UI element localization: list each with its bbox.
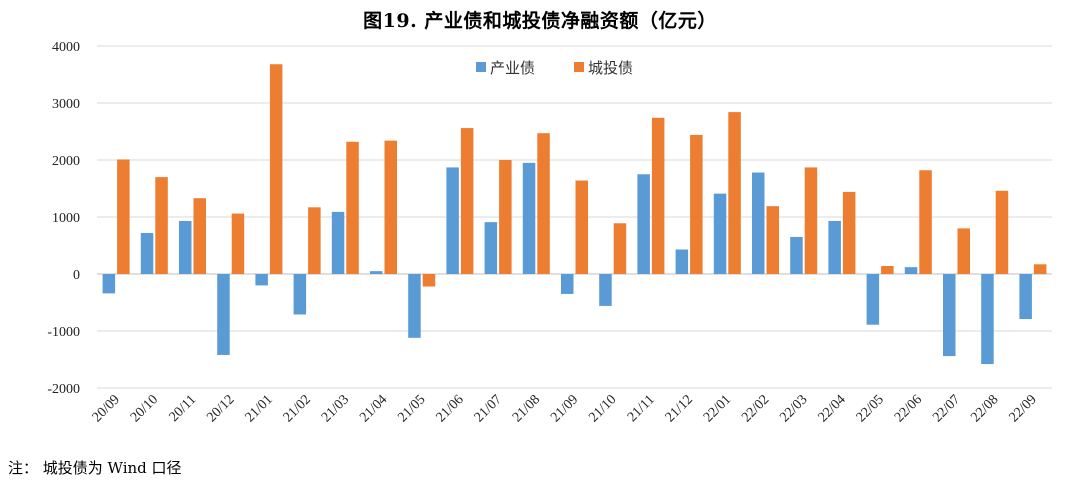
bars bbox=[102, 64, 1047, 365]
footnote: 注： 城投债为 Wind 口径 bbox=[8, 459, 182, 477]
y-tick-label: 2000 bbox=[52, 154, 80, 169]
x-tick-label: 22/09 bbox=[1007, 392, 1040, 425]
bar-chengtou-21-08 bbox=[537, 133, 550, 274]
bar-chengtou-21-03 bbox=[346, 141, 359, 274]
bar-chengtou-21-12 bbox=[690, 134, 703, 274]
x-tick-label: 22/06 bbox=[892, 392, 925, 425]
x-tick-label: 21/01 bbox=[243, 392, 276, 425]
bar-industrial-21-08 bbox=[522, 162, 536, 274]
x-tick-label: 21/05 bbox=[395, 392, 428, 425]
bar-chengtou-21-02 bbox=[308, 207, 321, 274]
bar-chengtou-22-09 bbox=[1033, 264, 1047, 274]
bar-chengtou-22-03 bbox=[804, 167, 818, 274]
bar-chengtou-22-08 bbox=[995, 190, 1009, 274]
bar-industrial-20-12 bbox=[217, 274, 230, 355]
bar-chengtou-21-11 bbox=[651, 117, 665, 274]
x-tick-label: 21/10 bbox=[586, 392, 619, 425]
x-tick-label: 21/09 bbox=[548, 392, 581, 425]
x-tick-label: 21/03 bbox=[319, 392, 352, 425]
bar-chengtou-20-10 bbox=[155, 177, 168, 274]
x-tick-label: 21/02 bbox=[281, 392, 314, 425]
chart-title: 图19. 产业债和城投债净融资额（亿元） bbox=[363, 10, 717, 32]
x-axis-tick-labels: 20/09 20/10 20/11 20/12 21/01 21/02 21/03 21/04… bbox=[90, 392, 1040, 425]
x-tick-label: 22/03 bbox=[777, 392, 810, 425]
x-tick-label: 22/08 bbox=[968, 392, 1001, 425]
x-tick-label: 21/07 bbox=[472, 392, 505, 425]
bar-chengtou-21-06 bbox=[460, 128, 474, 274]
x-tick-label: 21/04 bbox=[357, 392, 390, 425]
bar-chengtou-22-02 bbox=[766, 206, 779, 274]
bar-industrial-21-11 bbox=[637, 174, 650, 274]
y-tick-label: 1000 bbox=[52, 211, 80, 226]
bar-chengtou-21-09 bbox=[575, 180, 588, 274]
legend-label-industrial: 产业债 bbox=[490, 59, 535, 77]
x-tick-label: 21/12 bbox=[663, 392, 696, 425]
bar-chengtou-21-07 bbox=[499, 160, 512, 274]
x-tick-label: 22/01 bbox=[701, 392, 734, 425]
bar-chengtou-21-01 bbox=[269, 64, 283, 275]
bar-chengtou-21-10 bbox=[613, 223, 627, 274]
bar-industrial-21-02 bbox=[293, 274, 307, 315]
bar-industrial-21-10 bbox=[599, 274, 612, 306]
bar-industrial-22-03 bbox=[790, 236, 803, 274]
bar-chengtou-20-12 bbox=[231, 213, 245, 274]
y-tick-label: 3000 bbox=[52, 97, 80, 112]
bar-industrial-22-02 bbox=[752, 172, 765, 274]
bar-industrial-22-06 bbox=[904, 267, 918, 274]
y-axis-tick-labels: 4000 3000 2000 1000 0 -1000 -2000 bbox=[47, 40, 80, 397]
bar-industrial-21-12 bbox=[675, 249, 689, 274]
y-tick-label: 4000 bbox=[52, 40, 80, 55]
bar-chengtou-20-11 bbox=[193, 198, 206, 274]
bar-industrial-22-05 bbox=[866, 274, 880, 325]
bar-industrial-20-10 bbox=[140, 232, 154, 274]
bar-chengtou-22-04 bbox=[842, 191, 856, 274]
legend-swatch-chengtou bbox=[574, 62, 584, 72]
bar-industrial-21-01 bbox=[255, 274, 268, 286]
bar-chengtou-21-05 bbox=[422, 274, 436, 287]
legend-label-chengtou: 城投债 bbox=[588, 59, 633, 77]
x-tick-label: 21/08 bbox=[510, 392, 543, 425]
legend-swatch-industrial bbox=[476, 62, 486, 72]
bar-chengtou-22-07 bbox=[957, 228, 970, 274]
x-tick-label: 20/11 bbox=[167, 392, 200, 425]
bar-industrial-22-08 bbox=[981, 274, 994, 365]
bar-industrial-21-06 bbox=[446, 167, 459, 274]
legend: 产业债 城投债 bbox=[476, 59, 633, 77]
x-tick-label: 20/09 bbox=[90, 392, 123, 425]
bar-chengtou-21-04 bbox=[384, 140, 397, 274]
bar-industrial-21-07 bbox=[484, 222, 498, 274]
bar-industrial-22-01 bbox=[713, 193, 727, 274]
bar-industrial-22-07 bbox=[943, 274, 956, 357]
bar-industrial-22-04 bbox=[828, 220, 841, 274]
bar-industrial-21-09 bbox=[561, 274, 574, 294]
x-tick-label: 20/12 bbox=[204, 392, 237, 425]
x-tick-label: 22/05 bbox=[854, 392, 887, 425]
y-tick-label: -1000 bbox=[47, 325, 80, 340]
x-tick-label: 22/02 bbox=[739, 392, 772, 425]
bar-chengtou-22-01 bbox=[728, 112, 741, 275]
y-tick-label: 0 bbox=[73, 268, 80, 283]
x-tick-label: 21/11 bbox=[625, 392, 658, 425]
x-tick-label: 22/04 bbox=[816, 392, 849, 425]
bar-industrial-22-09 bbox=[1019, 274, 1032, 320]
bar-industrial-21-04 bbox=[370, 271, 383, 274]
x-tick-label: 22/07 bbox=[930, 392, 963, 425]
x-tick-label: 21/06 bbox=[434, 392, 467, 425]
gridlines bbox=[97, 45, 1052, 389]
bar-chengtou-22-06 bbox=[919, 170, 932, 274]
x-tick-label: 20/10 bbox=[128, 392, 161, 425]
bar-industrial-21-03 bbox=[331, 211, 345, 274]
y-tick-label: -2000 bbox=[47, 382, 80, 397]
bar-industrial-20-11 bbox=[179, 220, 192, 274]
bar-chengtou-22-05 bbox=[881, 266, 894, 274]
bar-chengtou-20-09 bbox=[117, 159, 130, 274]
bar-industrial-21-05 bbox=[408, 274, 421, 338]
bar-industrial-20-09 bbox=[102, 274, 116, 294]
